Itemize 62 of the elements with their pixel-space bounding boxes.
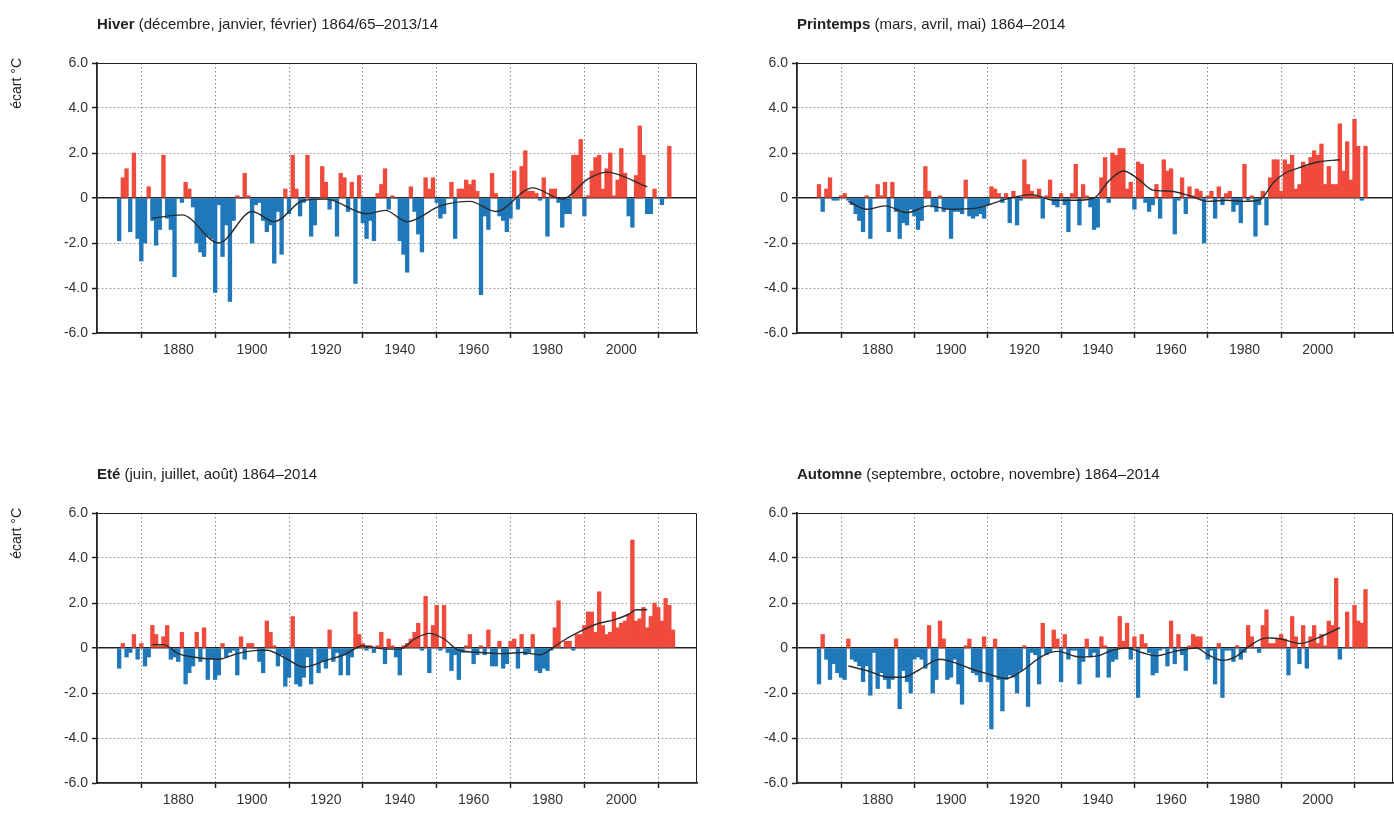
y-tick-label: 2.0 [68, 143, 89, 160]
chart-title: Hiver (décembre, janvier, février) 1864/65–2013/14 [97, 15, 439, 32]
y-tick-label: 0 [80, 188, 89, 205]
y-tick-label: 2.0 [768, 143, 789, 160]
chart-title: Printemps (mars, avril, mai) 1864–2014 [797, 15, 1066, 32]
y-tick-label: 4.0 [768, 98, 789, 115]
y-tick-label: -2.0 [63, 683, 89, 700]
x-tick-label: 1900 [935, 341, 967, 358]
x-tick-label: 1960 [1155, 791, 1187, 808]
y-tick-label: -6.0 [63, 773, 89, 790]
y-tick-label: -2.0 [763, 233, 789, 250]
x-tick-label: 1920 [310, 791, 342, 808]
y-tick-label: 6.0 [768, 503, 789, 520]
y-tick-label: -4.0 [763, 728, 789, 745]
x-tick-label: 1960 [1155, 341, 1187, 358]
y-tick-label: 2.0 [68, 593, 89, 610]
x-tick-label: 1920 [1008, 341, 1041, 358]
x-tick-label: 1900 [236, 341, 268, 358]
y-axis-title: écart °C [8, 58, 24, 109]
x-tick-label: 1940 [1082, 341, 1114, 358]
x-tick-label: 2000 [1302, 341, 1334, 358]
y-tick-label: 0 [780, 188, 789, 205]
x-tick-label: 1880 [862, 791, 894, 808]
y-tick-label: -2.0 [63, 233, 89, 250]
x-tick-label: 1980 [531, 341, 564, 358]
y-tick-label: -6.0 [63, 323, 89, 340]
x-tick-label: 2000 [605, 341, 638, 358]
y-tick-label: -4.0 [63, 728, 89, 745]
x-tick-label: 1960 [458, 791, 490, 808]
x-tick-label: 1900 [935, 791, 967, 808]
x-tick-label: 1980 [531, 791, 564, 808]
y-tick-label: 0 [780, 638, 789, 655]
x-tick-label: 1880 [162, 341, 195, 358]
y-tick-label: 4.0 [68, 98, 89, 115]
y-tick-label: 4.0 [768, 548, 789, 565]
x-tick-label: 1940 [1082, 791, 1114, 808]
y-tick-label: 6.0 [68, 53, 89, 70]
x-tick-label: 1920 [310, 341, 342, 358]
x-tick-label: 1980 [1228, 791, 1261, 808]
x-tick-label: 2000 [1302, 791, 1334, 808]
y-tick-label: -4.0 [763, 278, 789, 295]
y-tick-label: -4.0 [63, 278, 89, 295]
y-tick-label: 6.0 [68, 503, 89, 520]
x-tick-label: 1940 [384, 341, 416, 358]
y-tick-label: -6.0 [763, 773, 789, 790]
y-tick-label: 6.0 [768, 53, 789, 70]
y-tick-label: -6.0 [763, 323, 789, 340]
y-tick-label: 2.0 [768, 593, 789, 610]
chart-title: Eté (juin, juillet, août) 1864–2014 [97, 465, 318, 482]
y-axis-title: écart °C [8, 508, 24, 559]
x-tick-label: 1900 [236, 791, 268, 808]
x-tick-label: 1980 [1228, 341, 1261, 358]
x-tick-label: 1920 [1008, 791, 1041, 808]
x-tick-label: 1880 [162, 791, 195, 808]
x-tick-label: 1880 [862, 341, 894, 358]
y-tick-label: 0 [80, 638, 89, 655]
x-tick-label: 2000 [605, 791, 638, 808]
y-tick-label: 4.0 [68, 548, 89, 565]
chart-title: Automne (septembre, octobre, novembre) 1864–2014 [797, 465, 1160, 482]
x-tick-label: 1960 [458, 341, 490, 358]
x-tick-label: 1940 [384, 791, 416, 808]
y-tick-label: -2.0 [763, 683, 789, 700]
